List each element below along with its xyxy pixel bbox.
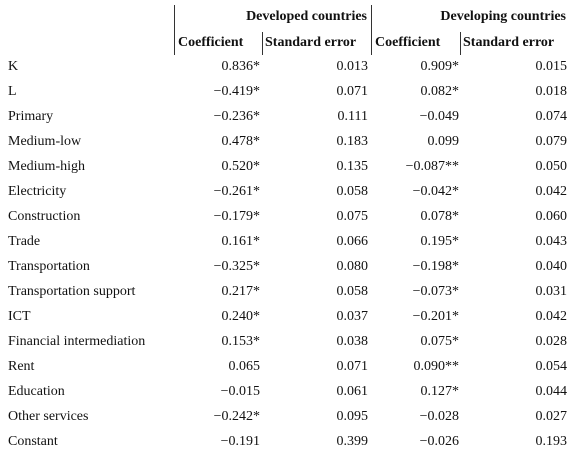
cell: 0.135 xyxy=(336,159,369,174)
cell: 0.031 xyxy=(535,284,568,299)
cell: 0.217* xyxy=(221,284,261,299)
cell: −0.015 xyxy=(220,384,260,399)
cell: 0.090** xyxy=(413,359,460,374)
cell: 0.042 xyxy=(535,184,568,199)
cell: −0.201* xyxy=(412,309,459,324)
cell: 0.065 xyxy=(228,359,261,374)
cell: 0.075* xyxy=(420,334,460,349)
cell: 0.095 xyxy=(336,409,369,424)
row-label: Electricity xyxy=(8,184,67,199)
cell: 0.183 xyxy=(336,134,369,149)
cell: 0.061 xyxy=(336,384,369,399)
cell: −0.049 xyxy=(419,109,459,124)
row-label: Trade xyxy=(8,234,41,249)
column-header: Coefficient xyxy=(178,35,244,50)
column-header: Standard error xyxy=(265,35,357,50)
row-label: Other services xyxy=(8,409,89,424)
cell: 0.027 xyxy=(535,409,568,424)
cell: 0.478* xyxy=(221,134,261,149)
cell: 0.079 xyxy=(535,134,568,149)
cell: 0.161* xyxy=(221,234,261,249)
cell: 0.078* xyxy=(420,209,460,224)
cell: 0.043 xyxy=(535,234,568,249)
cell: 0.836* xyxy=(221,59,261,74)
cell: 0.038 xyxy=(336,334,369,349)
cell: 0.520* xyxy=(221,159,261,174)
row-label: ICT xyxy=(8,309,31,324)
row-label: Medium-high xyxy=(8,159,85,174)
cell: 0.058 xyxy=(336,184,369,199)
cell: −0.261* xyxy=(213,184,260,199)
row-label: Financial intermediation xyxy=(8,334,146,349)
separator xyxy=(262,32,263,55)
cell: 0.075 xyxy=(336,209,369,224)
row-label: Constant xyxy=(8,434,58,449)
cell: −0.236* xyxy=(213,109,260,124)
row-label: K xyxy=(8,59,19,74)
separator xyxy=(174,5,175,55)
row-label: Rent xyxy=(8,359,35,374)
cell: 0.399 xyxy=(336,434,369,449)
cell: 0.127* xyxy=(420,384,460,399)
cell: 0.240* xyxy=(221,309,261,324)
cell: 0.099 xyxy=(427,134,460,149)
cell: −0.419* xyxy=(213,84,260,99)
cell: 0.071 xyxy=(336,359,369,374)
row-label: Education xyxy=(8,384,65,399)
column-header: Coefficient xyxy=(375,35,441,50)
cell: 0.018 xyxy=(535,84,568,99)
cell: −0.026 xyxy=(419,434,459,449)
cell: −0.191 xyxy=(220,434,260,449)
cell: −0.042* xyxy=(412,184,459,199)
cell: 0.111 xyxy=(337,109,368,124)
cell: −0.198* xyxy=(412,259,459,274)
cell: −0.028 xyxy=(419,409,459,424)
cell: 0.153* xyxy=(221,334,261,349)
cell: 0.042 xyxy=(535,309,568,324)
cell: 0.050 xyxy=(535,159,568,174)
row-label: Construction xyxy=(8,209,81,224)
group-header: Developing countries xyxy=(440,9,566,24)
group-header: Developed countries xyxy=(246,9,367,24)
cell: −0.073* xyxy=(412,284,459,299)
cell: 0.058 xyxy=(336,284,369,299)
cell: −0.087** xyxy=(405,159,459,174)
column-header: Standard error xyxy=(463,35,555,50)
cell: 0.054 xyxy=(535,359,568,374)
cell: 0.015 xyxy=(535,59,568,74)
row-label: Primary xyxy=(8,109,54,124)
cell: 0.013 xyxy=(336,59,369,74)
cell: 0.066 xyxy=(336,234,369,249)
separator xyxy=(460,32,461,55)
cell: 0.195* xyxy=(420,234,460,249)
row-label: L xyxy=(8,84,17,99)
cell: 0.074 xyxy=(535,109,568,124)
cell: 0.040 xyxy=(535,259,568,274)
cell: 0.071 xyxy=(336,84,369,99)
separator xyxy=(371,5,372,55)
cell: 0.193 xyxy=(535,434,568,449)
cell: 0.044 xyxy=(535,384,568,399)
cell: 0.080 xyxy=(336,259,369,274)
cell: 0.909* xyxy=(420,59,460,74)
row-label: Transportation support xyxy=(8,284,136,299)
cell: 0.060 xyxy=(535,209,568,224)
row-label: Transportation xyxy=(8,259,90,274)
cell: −0.325* xyxy=(213,259,260,274)
cell: −0.242* xyxy=(213,409,260,424)
cell: 0.028 xyxy=(535,334,568,349)
cell: 0.082* xyxy=(420,84,460,99)
cell: 0.037 xyxy=(336,309,369,324)
row-label: Medium-low xyxy=(8,134,82,149)
cell: −0.179* xyxy=(213,209,260,224)
